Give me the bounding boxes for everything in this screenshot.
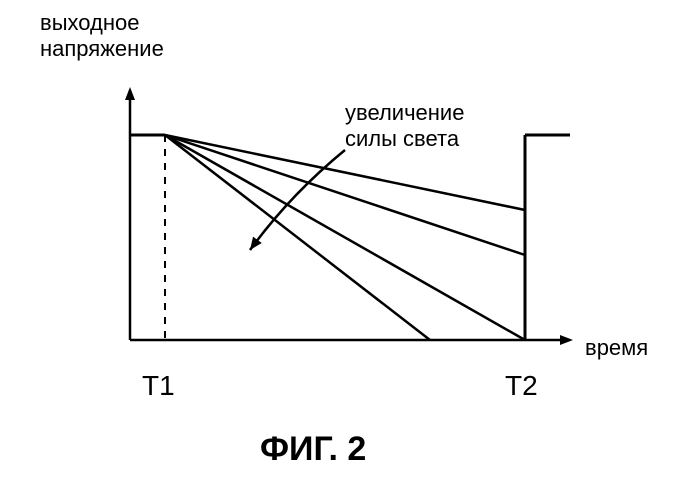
chart-svg	[90, 80, 590, 360]
x-axis-label: время	[585, 335, 648, 361]
y-axis-label: выходное напряжение	[40, 10, 164, 63]
x-tick-t1: T1	[142, 370, 175, 402]
figure-caption: ФИГ. 2	[260, 430, 366, 469]
y-axis-label-line1: выходное	[40, 10, 139, 35]
x-tick-t2: T2	[505, 370, 538, 402]
y-axis-label-line2: напряжение	[40, 36, 164, 61]
chart-plot	[90, 80, 590, 360]
